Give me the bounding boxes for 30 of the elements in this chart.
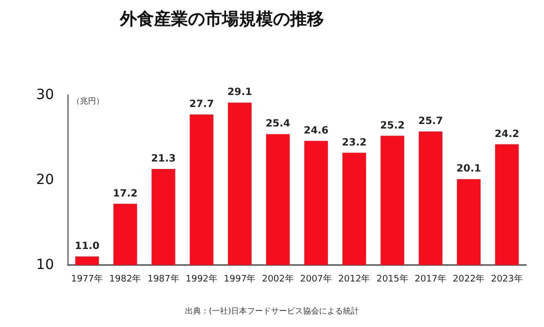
data-label: 11.0 [74,241,100,252]
x-tick-label: 2012年 [338,274,370,284]
x-tick-label: 2017年 [414,274,447,284]
source-note: 出典：(一社)日本フードサービス協会による統計 [184,306,360,316]
x-tick-label: 1992年 [186,274,218,284]
data-label: 24.6 [304,125,328,136]
data-label: 23.2 [342,137,367,148]
data-label: 17.2 [112,188,138,200]
data-label: 25.2 [380,120,405,132]
y-axis-title: （兆円） [72,96,104,106]
data-label: 21.3 [151,153,176,164]
x-tick-label: 2002年 [262,274,294,284]
y-tick-label: 10 [36,257,54,273]
x-tick-label: 1982年 [109,274,142,284]
data-label: 20.1 [456,164,482,175]
y-tick-label: 20 [36,172,54,188]
data-label: 29.1 [227,87,252,98]
x-tick-label: 2015年 [376,274,408,284]
data-label: 25.7 [418,116,443,128]
x-tick-label: 2022年 [452,274,485,284]
x-tick-label: 1977年 [71,274,104,284]
x-tick-label: 1987年 [147,274,180,284]
y-tick-label: 30 [36,87,54,103]
x-tick-label: 1997年 [224,274,256,284]
data-label: 27.7 [189,99,214,110]
chart-title: 外食産業の市場規模の推移 [119,10,324,30]
data-label: 24.2 [494,128,520,140]
x-tick-label: 2007年 [300,274,332,284]
data-label: 25.4 [266,118,290,130]
x-tick-label: 2023年 [490,274,523,284]
